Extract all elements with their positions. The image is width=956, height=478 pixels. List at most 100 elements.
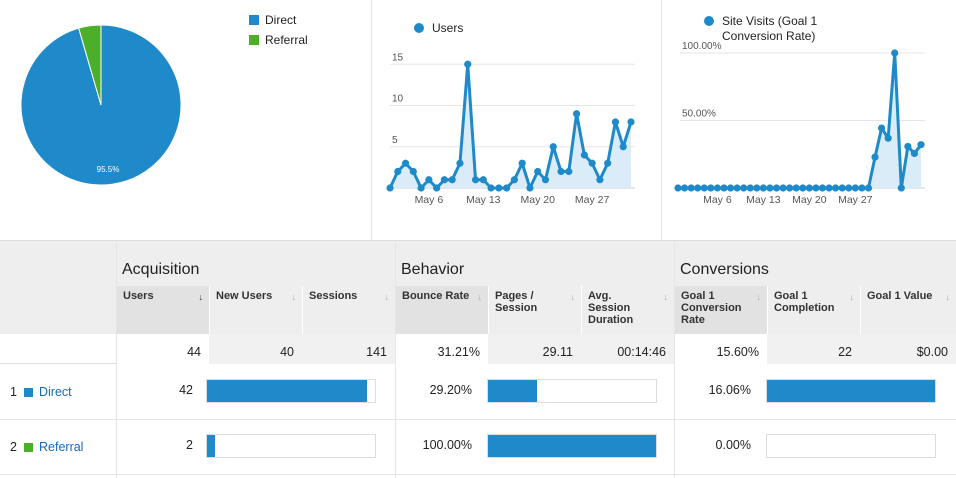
data-point[interactable] bbox=[799, 184, 807, 192]
data-point[interactable] bbox=[884, 134, 892, 142]
col-label-pages-session: Pages / Session bbox=[495, 290, 538, 314]
data-point[interactable] bbox=[541, 176, 550, 184]
data-point[interactable] bbox=[877, 124, 886, 132]
users-legend[interactable]: Users bbox=[414, 21, 463, 35]
data-point[interactable] bbox=[832, 184, 840, 192]
group-conversions: Conversions bbox=[680, 261, 769, 278]
data-point[interactable] bbox=[713, 184, 722, 192]
data-point[interactable] bbox=[680, 184, 689, 192]
data-point[interactable] bbox=[838, 184, 846, 192]
data-point[interactable] bbox=[487, 184, 495, 192]
col-label-sessions: Sessions bbox=[309, 290, 358, 302]
row-users-bar bbox=[206, 379, 376, 403]
data-point[interactable] bbox=[825, 184, 833, 192]
data-point[interactable] bbox=[471, 176, 480, 184]
data-point[interactable] bbox=[572, 110, 581, 118]
data-point[interactable] bbox=[596, 176, 604, 184]
data-point[interactable] bbox=[851, 184, 859, 192]
data-point[interactable] bbox=[818, 184, 827, 192]
data-point[interactable] bbox=[409, 167, 417, 176]
data-point[interactable] bbox=[740, 184, 748, 192]
data-point[interactable] bbox=[779, 184, 787, 192]
legend-swatch-direct bbox=[249, 15, 259, 25]
data-point[interactable] bbox=[759, 184, 767, 192]
visits-legend[interactable]: Site Visits (Goal 1 Conversion Rate) bbox=[704, 14, 817, 44]
data-point[interactable] bbox=[700, 184, 708, 192]
col-header-goal1-completion[interactable]: Goal 1 Completion ↓ bbox=[767, 286, 860, 334]
data-point[interactable] bbox=[401, 159, 410, 167]
col-header-goal1-value[interactable]: Goal 1 Value ↓ bbox=[860, 286, 956, 334]
data-point[interactable] bbox=[386, 184, 394, 192]
data-point[interactable] bbox=[425, 176, 433, 184]
data-point[interactable] bbox=[720, 184, 728, 192]
data-point[interactable] bbox=[917, 141, 925, 149]
col-header-sessions[interactable]: Sessions ↓ bbox=[302, 286, 395, 334]
data-point[interactable] bbox=[792, 184, 800, 192]
data-point[interactable] bbox=[495, 184, 503, 192]
data-point[interactable] bbox=[440, 176, 449, 184]
row-bounce-rate-value: 100.00% bbox=[422, 438, 472, 452]
data-point[interactable] bbox=[707, 184, 715, 192]
data-point[interactable] bbox=[674, 184, 682, 192]
row-bounce-rate-bar-fill bbox=[488, 380, 538, 402]
data-point[interactable] bbox=[549, 143, 557, 151]
data-point[interactable] bbox=[565, 167, 573, 176]
visits-legend-line1: Site Visits (Goal 1 bbox=[722, 14, 818, 28]
data-point[interactable] bbox=[753, 184, 761, 192]
data-point[interactable] bbox=[619, 143, 627, 151]
data-point[interactable] bbox=[456, 159, 464, 167]
data-point[interactable] bbox=[845, 184, 853, 192]
data-point[interactable] bbox=[557, 167, 565, 176]
data-point[interactable] bbox=[772, 184, 781, 192]
data-point[interactable] bbox=[910, 149, 919, 158]
data-point[interactable] bbox=[611, 118, 620, 126]
data-point[interactable] bbox=[891, 49, 899, 57]
data-point[interactable] bbox=[604, 159, 612, 167]
data-point[interactable] bbox=[627, 118, 635, 126]
data-point[interactable] bbox=[534, 167, 542, 176]
data-point[interactable] bbox=[394, 167, 402, 176]
data-point[interactable] bbox=[433, 184, 441, 192]
data-point[interactable] bbox=[864, 184, 873, 192]
col-header-goal1-conversion-rate[interactable]: Goal 1 Conversion Rate ↓ bbox=[674, 286, 767, 334]
site-visits-line-chart: 50.00% 100.00% May 6 May 13 May 20 May 27 bbox=[674, 41, 925, 206]
data-point[interactable] bbox=[526, 184, 534, 192]
sort-arrow-icon: ↓ bbox=[291, 292, 297, 302]
data-point[interactable] bbox=[417, 184, 425, 192]
legend-direct[interactable]: Direct bbox=[249, 13, 296, 27]
data-point[interactable] bbox=[694, 184, 702, 192]
data-point[interactable] bbox=[503, 184, 511, 192]
data-point[interactable] bbox=[518, 159, 526, 167]
data-point[interactable] bbox=[897, 184, 905, 192]
col-header-bounce-rate[interactable]: Bounce Rate ↓ bbox=[395, 286, 488, 334]
data-point[interactable] bbox=[479, 176, 487, 184]
data-point[interactable] bbox=[510, 176, 518, 184]
data-point[interactable] bbox=[464, 60, 472, 68]
data-point[interactable] bbox=[812, 184, 820, 192]
legend-referral[interactable]: Referral bbox=[249, 33, 308, 47]
data-point[interactable] bbox=[805, 184, 813, 192]
col-header-new-users[interactable]: New Users ↓ bbox=[209, 286, 302, 334]
col-header-avg-session-duration[interactable]: Avg. Session Duration ↓ bbox=[581, 286, 674, 334]
data-point[interactable] bbox=[687, 184, 695, 192]
data-point[interactable] bbox=[858, 184, 866, 192]
data-point[interactable] bbox=[726, 184, 735, 192]
row-link-referral[interactable]: Referral bbox=[24, 440, 83, 454]
pie-slice-referral[interactable] bbox=[78, 24, 102, 106]
row-conv-rate-value: 0.00% bbox=[715, 438, 751, 452]
data-point[interactable] bbox=[871, 153, 879, 161]
data-point[interactable] bbox=[588, 159, 596, 167]
data-point[interactable] bbox=[786, 184, 794, 192]
col-header-pages-session[interactable]: Pages / Session ↓ bbox=[488, 286, 581, 334]
row-swatch-referral bbox=[24, 442, 33, 452]
sort-arrow-icon: ↓ bbox=[384, 292, 390, 302]
row-conv-rate-bar bbox=[766, 379, 936, 403]
data-point[interactable] bbox=[746, 184, 754, 192]
data-point[interactable] bbox=[904, 142, 912, 151]
row-link-direct[interactable]: Direct bbox=[24, 385, 72, 399]
data-point[interactable] bbox=[448, 176, 456, 184]
data-point[interactable] bbox=[733, 184, 741, 192]
data-point[interactable] bbox=[580, 151, 588, 159]
data-point[interactable] bbox=[766, 184, 774, 192]
col-header-users[interactable]: Users ↓ bbox=[116, 286, 209, 334]
